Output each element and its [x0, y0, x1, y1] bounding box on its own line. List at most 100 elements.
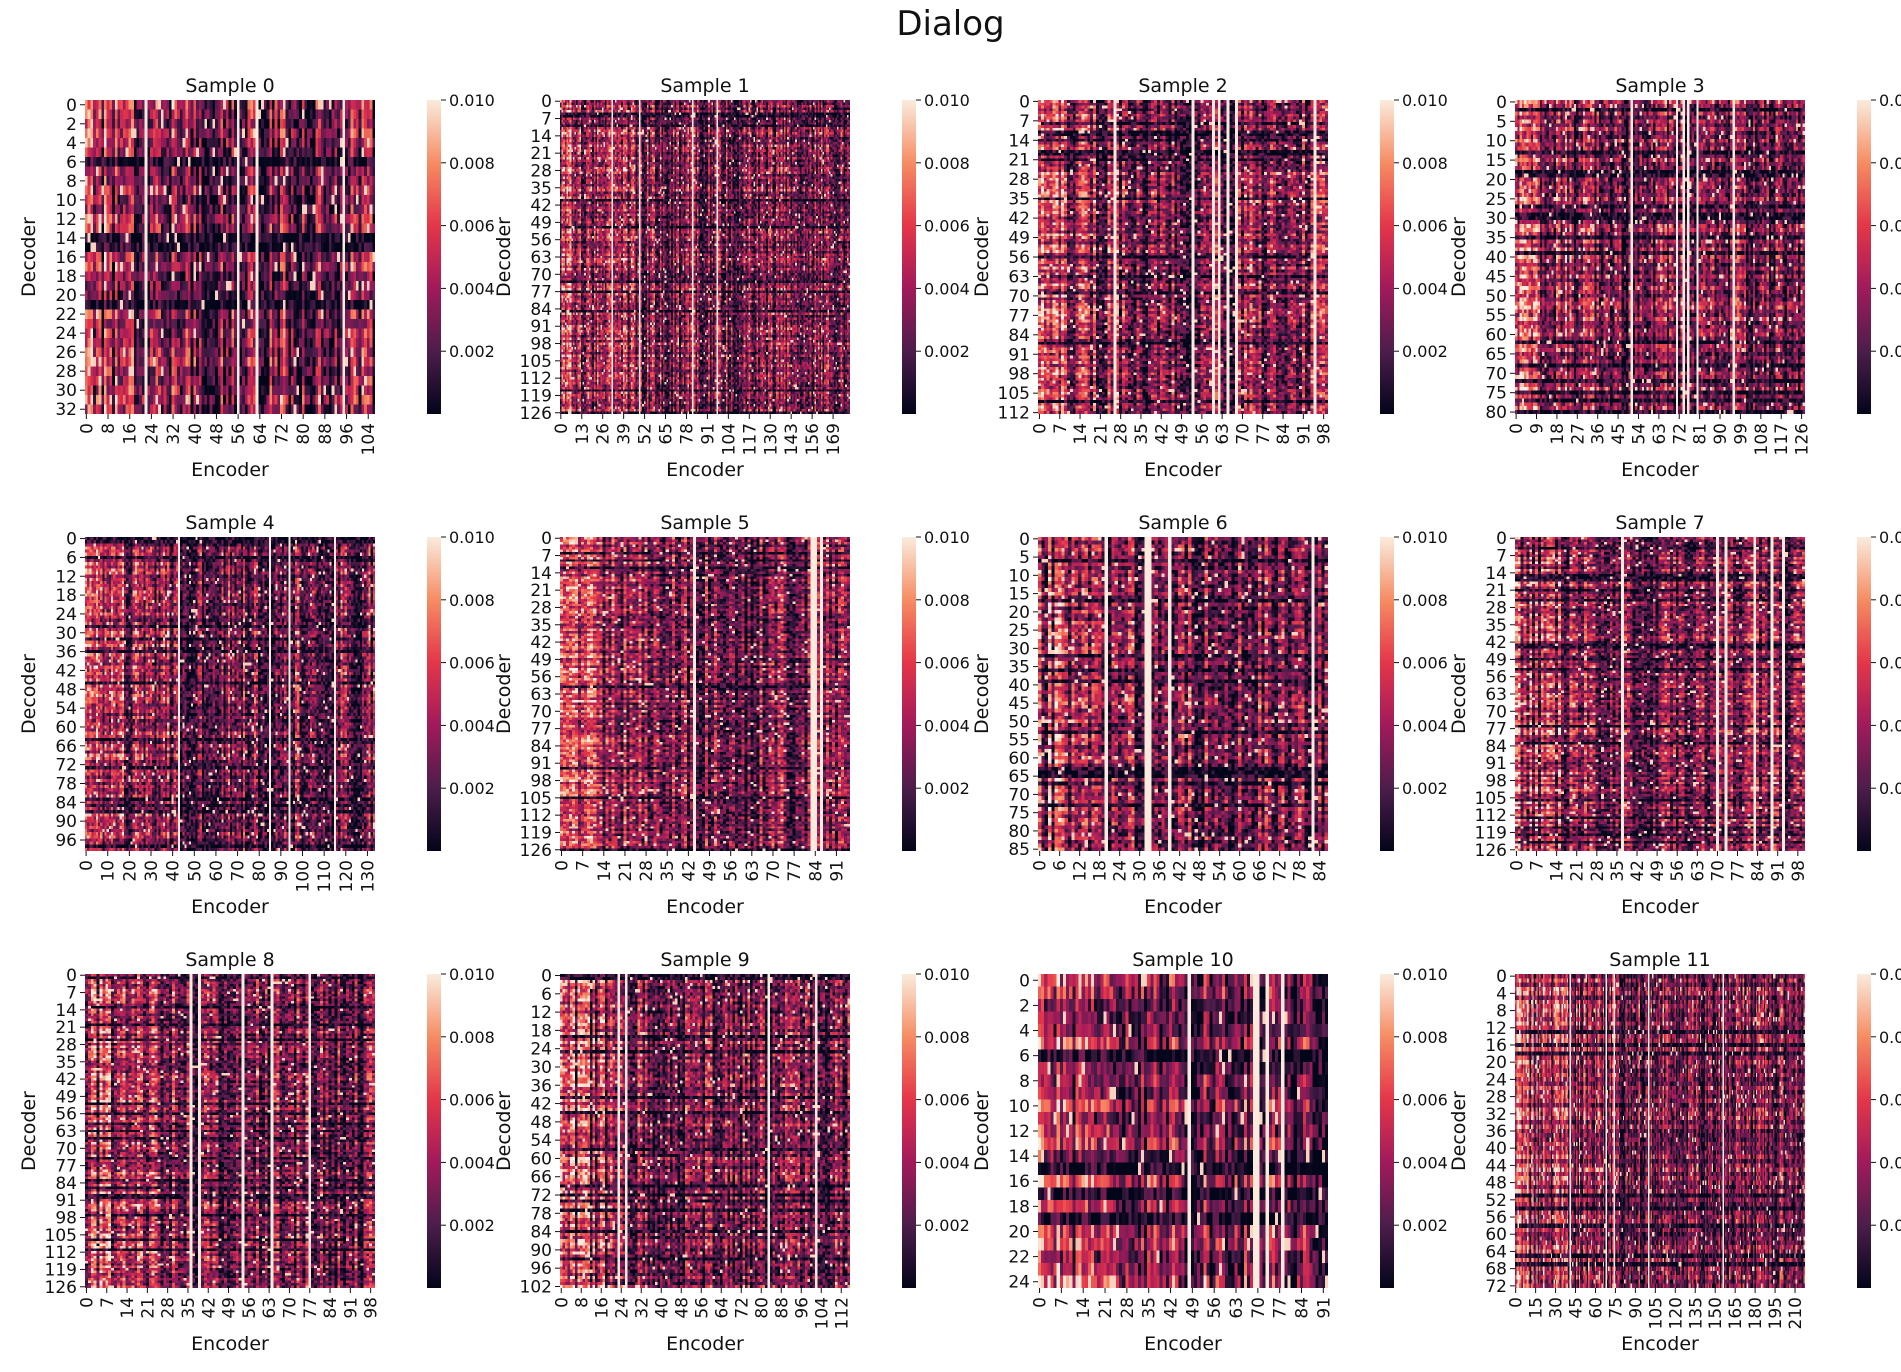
x-tick-label: 104 — [812, 1297, 832, 1329]
x-tick-label: 50 — [185, 860, 205, 882]
colorbar-tick-label: 0.004 — [449, 279, 495, 298]
y-tick-label: 77 — [55, 1157, 77, 1177]
y-tick-label: 0 — [1496, 529, 1507, 549]
y-tick-label: 0 — [66, 96, 77, 116]
y-axis-label: Decoder — [493, 217, 515, 297]
y-tick-label: 25 — [1485, 190, 1507, 210]
x-tick-label: 84 — [1749, 860, 1769, 882]
colorbar — [1380, 537, 1394, 851]
heatmap-cells — [1038, 537, 1328, 851]
colorbar-tick-label: 0.008 — [924, 154, 970, 173]
x-axis-label: Encoder — [1144, 896, 1222, 918]
y-axis-label: Decoder — [1448, 217, 1470, 297]
x-axis-label: Encoder — [1621, 459, 1699, 481]
y-tick-label: 98 — [1485, 772, 1507, 792]
colorbar-tick-label: 0.008 — [1879, 1028, 1901, 1047]
x-tick-label: 0 — [1030, 423, 1050, 434]
y-tick-label: 40 — [1485, 1139, 1507, 1159]
y-axis-label: Decoder — [971, 654, 993, 734]
colorbar-tick-label: 0.008 — [1879, 591, 1901, 610]
x-tick-label: 13 — [573, 423, 593, 445]
y-tick-label: 20 — [55, 286, 77, 306]
x-tick-label: 60 — [1586, 1297, 1606, 1319]
x-tick-label: 77 — [785, 860, 805, 882]
y-tick-label: 4 — [66, 134, 77, 154]
x-axis-label: Encoder — [1144, 1333, 1222, 1355]
x-tick-label: 56 — [1668, 860, 1688, 882]
y-tick-label: 70 — [530, 265, 552, 285]
x-tick-label: 63 — [1688, 860, 1708, 882]
y-tick-label: 84 — [530, 737, 552, 757]
y-tick-label: 70 — [1008, 785, 1030, 805]
colorbar-tick-label: 0.006 — [1402, 217, 1448, 236]
y-tick-label: 112 — [520, 369, 552, 389]
x-tick-label: 70 — [1708, 860, 1728, 882]
x-tick-label: 60 — [207, 860, 227, 882]
panel-title: Sample 0 — [185, 75, 274, 97]
x-tick-label: 6 — [1051, 860, 1071, 871]
colorbar-tick-label: 0.004 — [449, 716, 495, 735]
x-tick-label: 21 — [1096, 1297, 1116, 1319]
x-tick-label: 91 — [1314, 1297, 1334, 1319]
y-tick-label: 35 — [1008, 658, 1030, 678]
colorbar-tick-label: 0.004 — [1879, 716, 1901, 735]
x-tick-label: 35 — [1608, 860, 1628, 882]
y-tick-label: 91 — [530, 754, 552, 774]
x-tick-label: 0 — [1031, 860, 1051, 871]
x-tick-label: 70 — [764, 860, 784, 882]
y-tick-label: 30 — [530, 1058, 552, 1078]
y-tick-label: 42 — [1008, 209, 1030, 229]
colorbar-tick-label: 0.010 — [924, 528, 970, 547]
y-tick-label: 60 — [1008, 749, 1030, 769]
y-tick-label: 24 — [1008, 1273, 1030, 1293]
y-tick-label: 36 — [530, 1076, 552, 1096]
x-tick-label: 80 — [752, 1297, 772, 1319]
y-tick-label: 72 — [530, 1186, 552, 1206]
y-tick-label: 20 — [1485, 1053, 1507, 1073]
x-tick-label: 56 — [240, 1297, 260, 1319]
x-tick-label: 80 — [294, 423, 314, 445]
y-tick-label: 60 — [530, 1149, 552, 1169]
colorbar — [902, 537, 916, 851]
x-tick-label: 135 — [1686, 1297, 1706, 1329]
y-tick-label: 14 — [1008, 1147, 1030, 1167]
x-tick-label: 98 — [362, 1297, 382, 1319]
y-tick-label: 21 — [1485, 581, 1507, 601]
y-tick-label: 65 — [1485, 345, 1507, 365]
x-tick-label: 88 — [772, 1297, 792, 1319]
x-tick-label: 35 — [658, 860, 678, 882]
heatmap-cells — [1038, 974, 1328, 1288]
y-tick-label: 102 — [520, 1277, 552, 1297]
y-tick-label: 6 — [1019, 1047, 1030, 1067]
x-tick-label: 91 — [827, 860, 847, 882]
x-tick-label: 63 — [743, 860, 763, 882]
y-tick-label: 64 — [1485, 1242, 1507, 1262]
heatmap-panel — [1515, 974, 1805, 1288]
x-tick-label: 24 — [142, 423, 162, 445]
x-tick-label: 8 — [572, 1297, 592, 1308]
x-tick-label: 65 — [657, 423, 677, 445]
x-tick-label: 54 — [1211, 860, 1231, 882]
y-tick-label: 72 — [55, 756, 77, 776]
y-tick-label: 80 — [1008, 822, 1030, 842]
x-tick-label: 20 — [120, 860, 140, 882]
x-tick-label: 105 — [1646, 1297, 1666, 1329]
x-tick-label: 0 — [552, 423, 572, 434]
y-tick-label: 0 — [66, 530, 77, 550]
heatmap-panel — [1038, 100, 1328, 414]
x-tick-label: 117 — [1772, 423, 1792, 455]
y-tick-label: 28 — [1008, 170, 1030, 190]
x-tick-label: 49 — [1183, 1297, 1203, 1319]
y-tick-label: 20 — [1008, 603, 1030, 623]
heatmap-panel — [1515, 537, 1805, 851]
x-tick-label: 63 — [260, 1297, 280, 1319]
x-tick-label: 16 — [121, 423, 141, 445]
y-tick-label: 77 — [1008, 306, 1030, 326]
x-axis-label: Encoder — [191, 896, 269, 918]
heatmap-panel — [1515, 100, 1805, 414]
colorbar-tick-label: 0.008 — [924, 591, 970, 610]
y-tick-label: 98 — [530, 772, 552, 792]
x-tick-label: 96 — [792, 1297, 812, 1319]
y-tick-label: 30 — [55, 624, 77, 644]
